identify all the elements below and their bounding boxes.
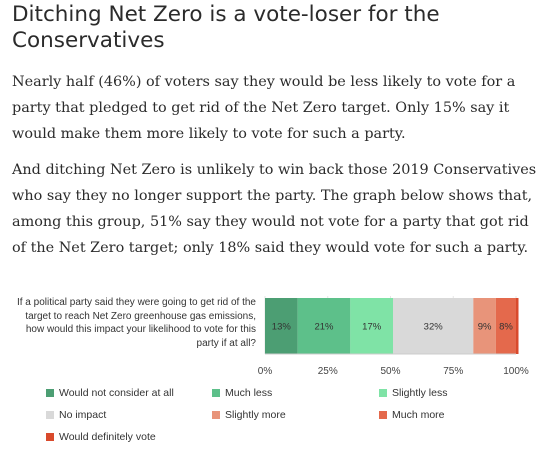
bar-segment-2 bbox=[350, 298, 394, 354]
legend-label: Would definitely vote bbox=[59, 431, 156, 443]
data-label: 13% bbox=[272, 322, 292, 333]
bar-segment-4 bbox=[473, 298, 496, 354]
x-tick-label: 0% bbox=[258, 366, 273, 377]
bar-segment-3 bbox=[393, 298, 474, 354]
legend-swatch bbox=[212, 411, 220, 419]
data-label: 17% bbox=[362, 322, 382, 333]
legend-label: Would not consider at all bbox=[59, 387, 174, 399]
data-label: 21% bbox=[314, 322, 334, 333]
bar-segment-1 bbox=[297, 298, 351, 354]
paragraph-2: And ditching Net Zero is unlikely to win… bbox=[12, 162, 537, 256]
paragraph-1: Nearly half (46%) of voters say they wou… bbox=[12, 74, 516, 142]
legend-label: Slightly more bbox=[225, 409, 286, 421]
legend-swatch bbox=[46, 433, 54, 441]
legend-label: No impact bbox=[59, 409, 107, 421]
legend-label: Slightly less bbox=[392, 387, 448, 399]
legend-item: No impact bbox=[46, 409, 106, 421]
page-title: Ditching Net Zero is a vote-loser for th… bbox=[12, 2, 440, 53]
legend-swatch bbox=[46, 411, 54, 419]
legend-swatch bbox=[212, 389, 220, 397]
bar-segment-6 bbox=[516, 298, 519, 354]
data-label: 9% bbox=[478, 322, 492, 333]
legend-swatch bbox=[379, 411, 387, 419]
legend-item: Much more bbox=[379, 409, 445, 421]
bar-segment-5 bbox=[495, 298, 516, 354]
bar-segment-0 bbox=[265, 298, 298, 354]
legend-item: Slightly less bbox=[379, 387, 447, 399]
legend-label: Much less bbox=[225, 387, 273, 399]
legend-swatch bbox=[46, 389, 54, 397]
data-label: 8% bbox=[499, 322, 513, 333]
legend-item: Slightly more bbox=[212, 409, 286, 421]
legend-swatch bbox=[379, 389, 387, 397]
data-label: 32% bbox=[424, 322, 444, 333]
x-tick-label: 25% bbox=[318, 366, 338, 377]
legend-label: Much more bbox=[392, 409, 445, 421]
legend-item: Would not consider at all bbox=[46, 387, 174, 399]
x-tick-label: 50% bbox=[380, 366, 400, 377]
x-tick-label: 75% bbox=[443, 366, 463, 377]
legend-item: Would definitely vote bbox=[46, 431, 156, 443]
chart-question-label: If a political party said they were goin… bbox=[16, 297, 256, 349]
chart-legend: Would not consider at all Much less Slight… bbox=[46, 387, 526, 453]
legend-item: Much less bbox=[212, 387, 272, 399]
x-tick-label: 100% bbox=[503, 366, 529, 377]
